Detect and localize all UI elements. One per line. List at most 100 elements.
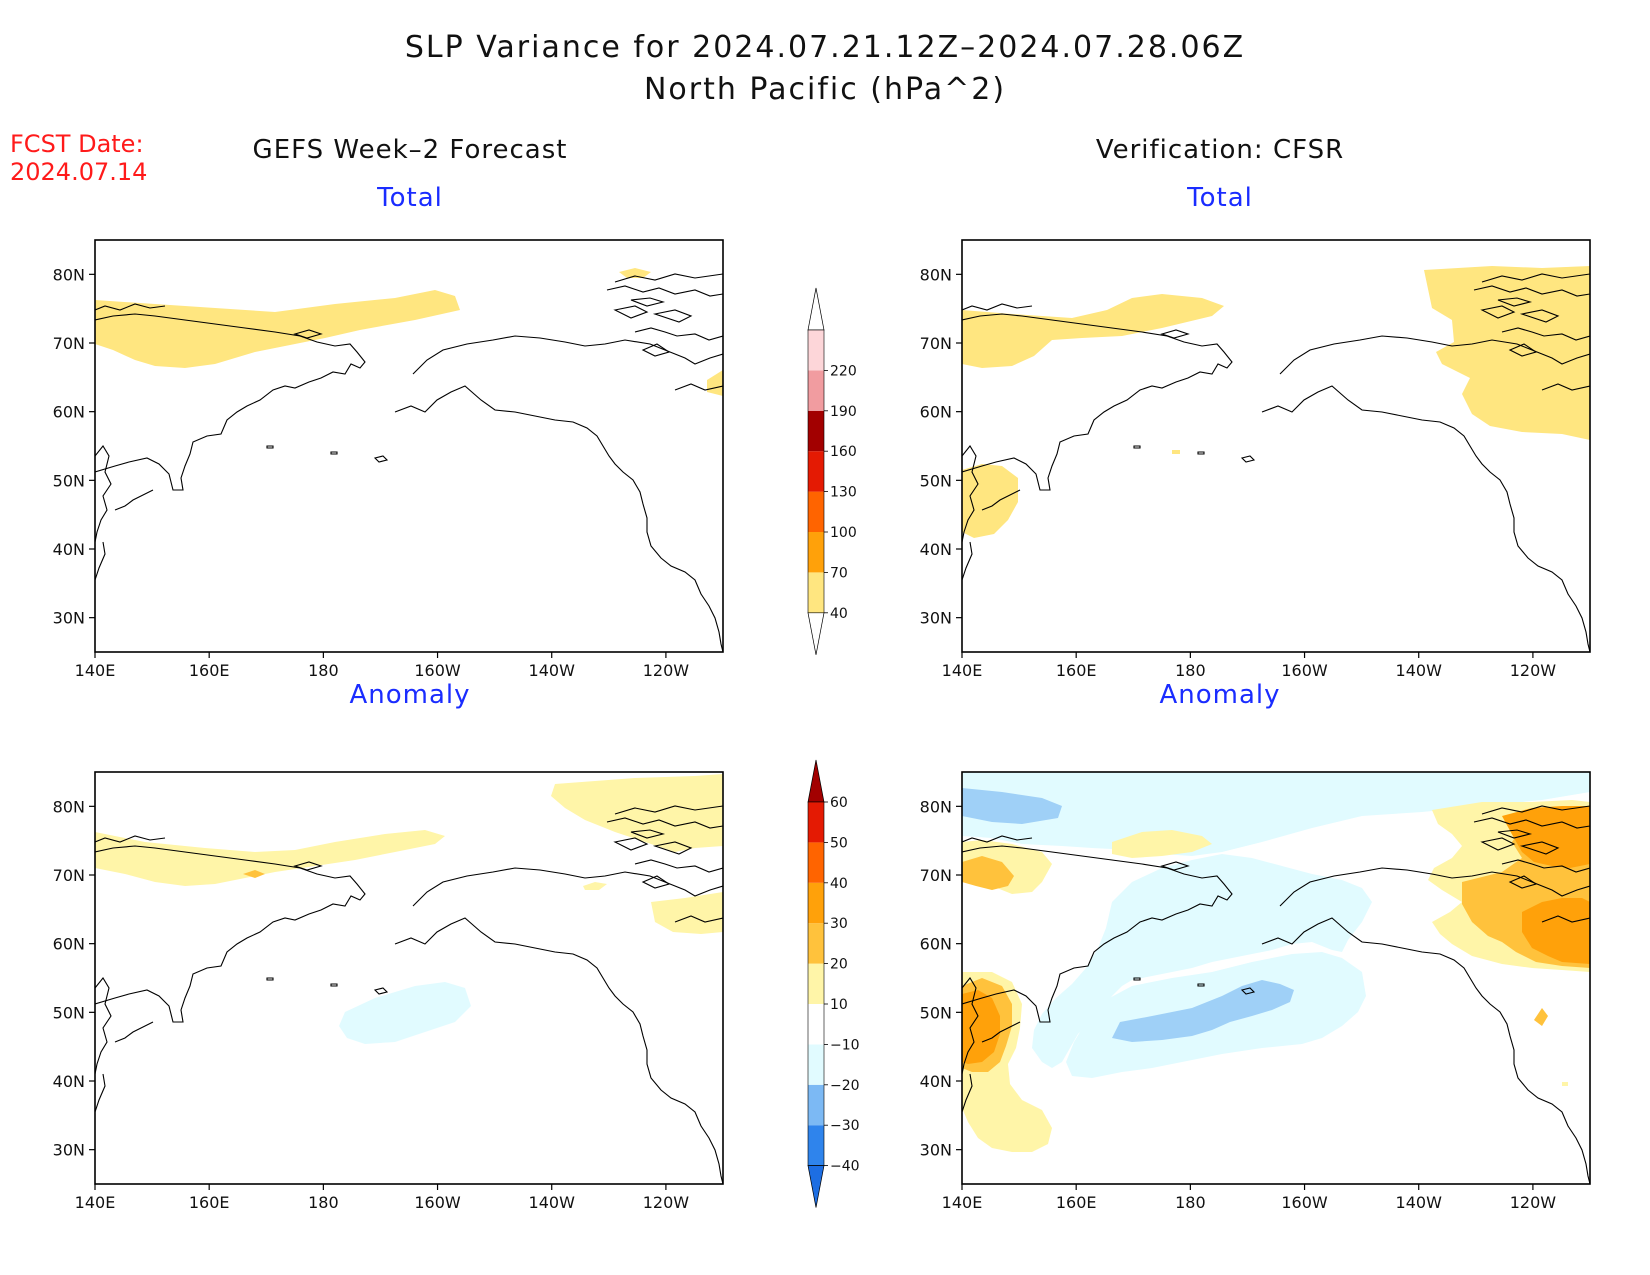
coastline: [1197, 983, 1205, 987]
coastline: [1508, 343, 1538, 357]
coastline: [634, 327, 723, 341]
lon-tick-label: 160E: [1056, 661, 1097, 680]
coastline: [373, 987, 389, 995]
lon-tick-label: 120W: [643, 1193, 690, 1212]
coastline: [373, 455, 389, 463]
shaded-region: [1534, 1008, 1548, 1026]
coastline: [114, 1021, 154, 1043]
map-frame: [94, 771, 724, 1185]
lon-tick-label: 160E: [189, 661, 230, 680]
panel-title-forecast-total: Total: [377, 183, 443, 213]
colorbar-segment: [808, 1125, 824, 1166]
lat-tick-label: 80N: [53, 797, 85, 816]
coastline: [962, 845, 1233, 1023]
coastline: [1480, 837, 1516, 851]
lat-tick-label: 50N: [920, 1003, 952, 1022]
shaded-region: [1522, 898, 1590, 964]
lat-tick-label: 40N: [920, 540, 952, 559]
lat-tick-label: 40N: [53, 1072, 85, 1091]
coastline: [1519, 841, 1560, 855]
lon-tick-label: 140E: [942, 661, 983, 680]
colorbar-total: 40 70 100 130 160 190 220: [807, 287, 857, 655]
shaded-region: [962, 294, 1224, 368]
coastline: [962, 1073, 973, 1113]
coastline: [1261, 385, 1590, 652]
lon-tick-label: 180: [1175, 661, 1206, 680]
lon-tick-label: 160W: [1281, 1193, 1328, 1212]
coastline: [962, 835, 1033, 843]
map-content: [962, 240, 1590, 652]
coastline: [1197, 451, 1205, 455]
coastline: [606, 285, 723, 297]
coastline: [1240, 987, 1256, 995]
shaded-region: [962, 856, 1014, 890]
lat-tick-label: 60N: [53, 935, 85, 954]
map-frame: [961, 239, 1591, 653]
map-frame: [961, 771, 1591, 1185]
shaded-region: [962, 772, 1590, 856]
colorbar-anomaly: −40 −30 −20 −10 10 20 30 40 50 60: [807, 759, 860, 1208]
map-panel-forecast-anomaly: 80N 70N 60N 50N 40N 30N 140E 160E 180 160W 140W 120…: [53, 771, 724, 1212]
coastline: [1240, 455, 1256, 463]
coastline: [1481, 273, 1590, 283]
coastline: [330, 983, 338, 987]
shaded-region: [707, 370, 723, 396]
shaded-region: [243, 870, 265, 878]
map-content: [95, 240, 723, 652]
shaded-region: [1502, 806, 1590, 868]
coastline: [652, 309, 693, 323]
colorbar-segment: [808, 370, 824, 411]
shaded-region: [1562, 1082, 1568, 1086]
lon-tick-label: 180: [308, 1193, 339, 1212]
shaded-region: [95, 290, 460, 368]
map-frame: [94, 239, 724, 653]
lon-tick-label: 140E: [75, 1193, 116, 1212]
lon-tick-label: 120W: [643, 661, 690, 680]
lat-tick-label: 60N: [920, 935, 952, 954]
coastline: [981, 489, 1021, 511]
lat-tick-label: 60N: [920, 403, 952, 422]
colorbar-label: 10: [830, 997, 848, 1013]
lat-tick-label: 50N: [53, 1003, 85, 1022]
left-column-heading: GEFS Week–2 Forecast: [252, 135, 568, 165]
lon-tick-label: 160W: [414, 661, 461, 680]
panel-title-verification-total: Total: [1187, 183, 1253, 213]
shaded-region: [583, 882, 607, 890]
lon-tick-label: 160W: [1281, 661, 1328, 680]
colorbar-segment: [808, 802, 824, 843]
colorbar-segment: [808, 532, 824, 573]
coastline: [674, 915, 723, 923]
shaded-region: [339, 982, 471, 1044]
coastline: [95, 541, 106, 581]
figure-subtitle: North Pacific (hPa^2): [643, 72, 1007, 107]
colorbar-segment: [808, 882, 824, 924]
coastline: [1519, 309, 1560, 323]
lon-tick-label: 160E: [1056, 1193, 1097, 1212]
coastline: [630, 829, 666, 839]
map-panel-verification-anomaly: 80N 70N 60N 50N 40N 30N 140E 160E 180 160W 140W 120…: [920, 771, 1591, 1212]
coastline: [1133, 977, 1141, 981]
shaded-region: [619, 268, 651, 278]
coastline: [293, 329, 323, 339]
lat-tick-label: 60N: [53, 403, 85, 422]
shaded-region: [962, 788, 1062, 824]
coastline: [95, 835, 166, 843]
colorbar-label: 70: [830, 565, 848, 581]
coastline: [1473, 817, 1590, 829]
colorbar-label: −20: [830, 1078, 860, 1094]
coastline: [613, 837, 649, 851]
fcst-date-label: FCST Date:: [10, 130, 144, 158]
lon-tick-label: 120W: [1510, 661, 1557, 680]
lat-tick-label: 80N: [920, 797, 952, 816]
colorbar-segment: [808, 842, 824, 883]
coastline: [266, 445, 274, 449]
lat-tick-label: 50N: [920, 471, 952, 490]
colorbar-label: 130: [830, 485, 857, 501]
colorbar-segment: [808, 1004, 824, 1045]
coastline: [1279, 335, 1590, 375]
coastline: [962, 541, 973, 581]
coastline: [1481, 805, 1590, 815]
right-column-heading: Verification: CFSR: [1095, 135, 1345, 165]
coastline: [614, 805, 723, 815]
